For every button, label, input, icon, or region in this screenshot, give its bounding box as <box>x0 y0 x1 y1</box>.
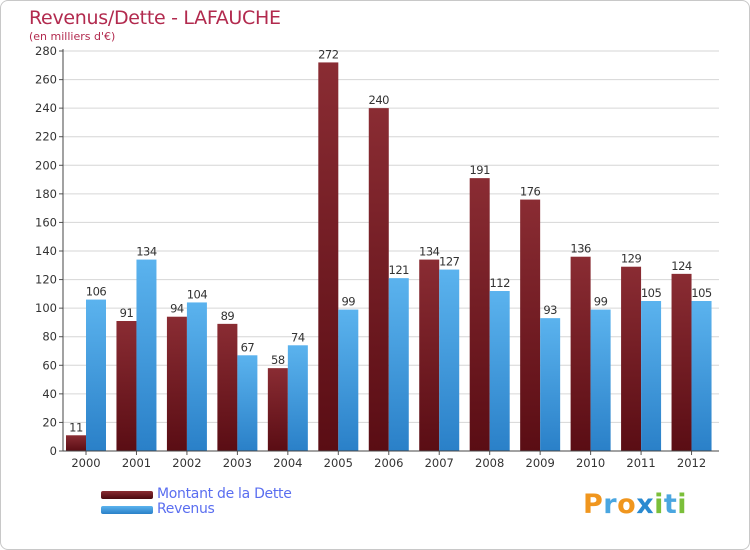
bar-debt <box>419 259 440 451</box>
data-label-revenus: 127 <box>439 255 460 269</box>
bar-debt <box>570 256 591 451</box>
y-tick-label: 20 <box>42 415 57 429</box>
data-label-revenus: 105 <box>691 286 712 300</box>
bar-debt <box>318 62 339 452</box>
proxiti-logo: Proxiti <box>583 489 687 520</box>
bar-revenus <box>641 301 662 451</box>
data-label-debt: 89 <box>221 309 235 323</box>
logo-letter: t <box>663 489 678 520</box>
data-labels: 1110691134941048967587427299240121134127… <box>69 47 712 434</box>
bar-debt <box>116 321 137 451</box>
bar-debt <box>469 178 490 451</box>
bar-revenus <box>136 259 157 451</box>
bar-revenus <box>287 345 308 451</box>
data-label-revenus: 67 <box>241 340 255 354</box>
logo-letter: P <box>583 489 604 520</box>
data-label-revenus: 105 <box>641 286 662 300</box>
data-label-debt: 94 <box>170 302 184 316</box>
data-label-revenus: 99 <box>341 295 355 309</box>
x-tick-label: 2008 <box>475 456 504 470</box>
legend-label-debt: Montant de la Dette <box>157 486 292 502</box>
x-tick-label: 2002 <box>172 456 201 470</box>
x-tick-label: 2011 <box>626 456 655 470</box>
y-tick-label: 180 <box>35 187 57 201</box>
bar-revenus <box>691 301 712 451</box>
data-label-debt: 91 <box>120 306 134 320</box>
y-tick-label: 100 <box>35 301 57 315</box>
data-label-debt: 129 <box>621 252 642 266</box>
bar-revenus <box>439 269 460 451</box>
y-tick-label: 60 <box>42 358 57 372</box>
data-label-revenus: 93 <box>543 303 557 317</box>
bar-debt <box>368 108 389 452</box>
y-tick-label: 160 <box>35 215 57 229</box>
bar-revenus <box>540 318 561 451</box>
y-tick-label: 200 <box>35 158 57 172</box>
bar-debt <box>621 266 642 451</box>
data-label-revenus: 106 <box>86 285 107 299</box>
bar-revenus <box>489 291 510 451</box>
bar-revenus <box>237 355 258 451</box>
data-label-debt: 11 <box>69 420 83 434</box>
chart-subtitle: (en milliers d'€) <box>29 30 116 43</box>
legend-swatch-revenus <box>101 506 153 514</box>
bar-debt <box>217 323 238 451</box>
logo-letter: o <box>617 489 637 520</box>
logo-letter: r <box>603 489 618 520</box>
data-label-debt: 58 <box>271 353 285 367</box>
bar-revenus <box>590 309 611 451</box>
x-tick-label: 2010 <box>576 456 605 470</box>
x-tick-label: 2009 <box>526 456 555 470</box>
data-label-revenus: 104 <box>187 287 208 301</box>
x-tick-label: 2006 <box>374 456 403 470</box>
y-tick-label: 240 <box>35 101 57 115</box>
bar-revenus <box>86 299 106 451</box>
bar-debt <box>66 435 86 451</box>
bar-debt <box>671 273 692 451</box>
data-label-debt: 136 <box>570 242 591 256</box>
x-tick-label: 2004 <box>273 456 302 470</box>
x-tick-label: 2000 <box>71 456 100 470</box>
bar-debt <box>166 316 187 451</box>
data-label-debt: 134 <box>419 245 440 259</box>
x-tick-label: 2003 <box>223 456 252 470</box>
x-tick-label: 2005 <box>324 456 353 470</box>
data-label-debt: 272 <box>318 47 339 61</box>
y-tick-label: 280 <box>35 44 57 58</box>
data-label-revenus: 134 <box>136 245 157 259</box>
y-tick-label: 260 <box>35 73 57 87</box>
y-tick-label: 140 <box>35 244 57 258</box>
legend-swatch-debt <box>101 491 153 499</box>
bar-revenus <box>186 302 207 451</box>
y-tick-label: 80 <box>42 330 57 344</box>
bar-debt <box>520 199 541 451</box>
x-tick-label: 2007 <box>425 456 454 470</box>
data-label-revenus: 121 <box>389 263 410 277</box>
y-tick-label: 40 <box>42 387 57 401</box>
data-label-revenus: 99 <box>594 295 608 309</box>
logo-letter: x <box>636 489 655 520</box>
bar-revenus <box>338 309 359 451</box>
logo-letter: i <box>654 489 664 520</box>
data-label-debt: 240 <box>369 93 390 107</box>
logo-letter: i <box>677 489 688 520</box>
data-label-debt: 124 <box>671 259 692 273</box>
y-tick-label: 0 <box>50 444 57 458</box>
bar-debt <box>267 368 288 451</box>
bar-revenus <box>388 278 409 451</box>
y-tick-label: 120 <box>35 273 57 287</box>
x-tick-label: 2001 <box>122 456 151 470</box>
data-label-revenus: 112 <box>489 276 510 290</box>
axes: 0 20 40 60 80 100 120 140 160 180 200 220 240 260 280 2… <box>35 44 719 470</box>
y-tick-label: 220 <box>35 130 57 144</box>
bars <box>66 62 712 452</box>
data-label-debt: 191 <box>469 163 490 177</box>
data-label-debt: 176 <box>520 185 541 199</box>
data-label-revenus: 74 <box>291 330 305 344</box>
chart-title: Revenus/Dette - LAFAUCHE <box>29 7 281 29</box>
legend-label-revenus: Revenus <box>157 501 215 517</box>
x-tick-label: 2012 <box>677 456 706 470</box>
